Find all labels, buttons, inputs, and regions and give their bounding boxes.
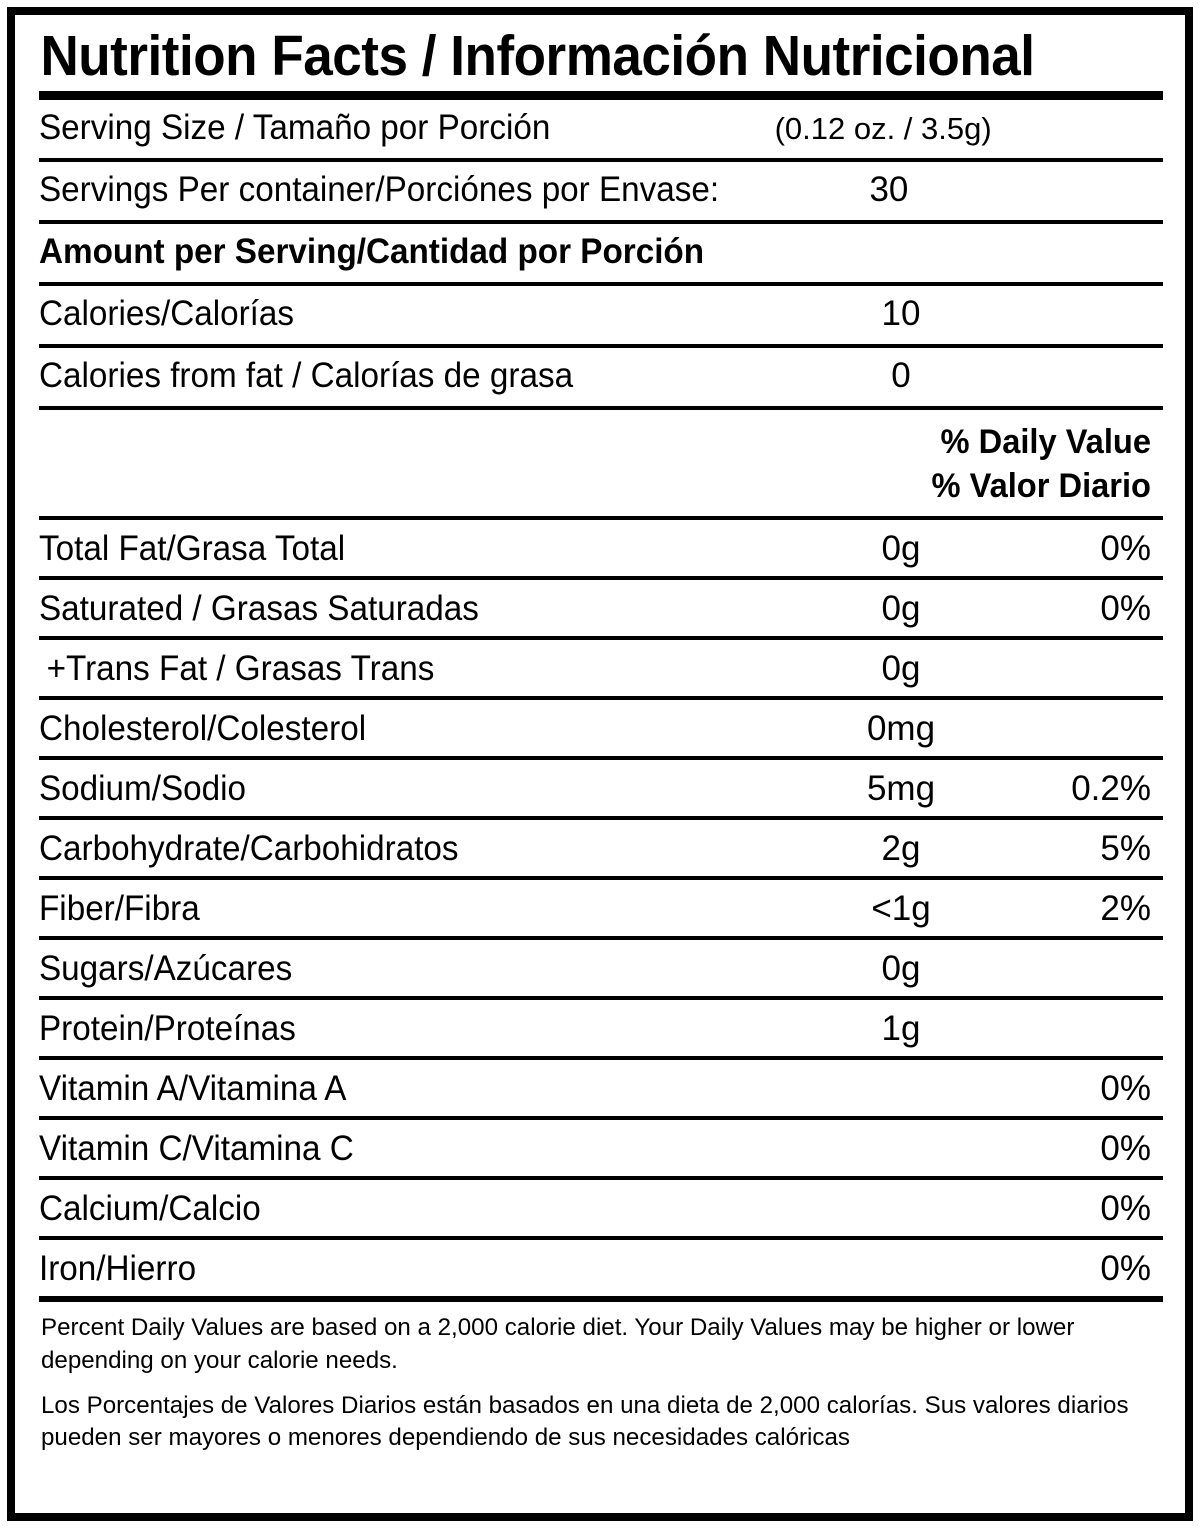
nutrient-row: Protein/Proteínas 1g bbox=[33, 1000, 1167, 1056]
nutrient-dv: 0% bbox=[1100, 528, 1151, 568]
vitamin-dv: 0% bbox=[1100, 1248, 1151, 1288]
nutrient-dv: 0.2% bbox=[1071, 768, 1151, 808]
nutrient-amount: <1g bbox=[871, 888, 931, 928]
nutrient-label: Carbohydrate/Carbohidratos bbox=[39, 828, 459, 868]
nutrient-amount: 1g bbox=[881, 1008, 921, 1048]
nutrient-row: +Trans Fat / Grasas Trans 0g bbox=[33, 640, 1167, 696]
nutrient-row: Sodium/Sodio 5mg 0.2% bbox=[33, 760, 1167, 816]
daily-value-divider bbox=[39, 516, 1163, 521]
vitamin-dv: 0% bbox=[1100, 1188, 1151, 1228]
page-title: Nutrition Facts / Información Nutriciona… bbox=[40, 24, 1035, 88]
amount-per-serving-row: Amount per Serving/Cantidad por Porción bbox=[33, 224, 1167, 282]
calories-value: 10 bbox=[881, 294, 921, 333]
row-divider bbox=[39, 576, 1163, 581]
row-divider bbox=[39, 1056, 1163, 1061]
calories-from-fat-label: Calories from fat / Calorías de grasa bbox=[39, 356, 574, 395]
vitamin-label: Calcium/Calcio bbox=[39, 1188, 261, 1228]
label-frame: Nutrition Facts / Información Nutriciona… bbox=[7, 7, 1193, 1521]
vitamin-dv: 0% bbox=[1100, 1128, 1151, 1168]
nutrient-row: Carbohydrate/Carbohidratos 2g 5% bbox=[33, 820, 1167, 876]
row-divider bbox=[39, 696, 1163, 701]
nutrient-label: Total Fat/Grasa Total bbox=[39, 528, 346, 568]
row-divider bbox=[39, 756, 1163, 761]
calories-row: Calories/Calorías 10 bbox=[33, 286, 1167, 344]
nutrient-label: Sugars/Azúcares bbox=[39, 948, 293, 988]
calories-from-fat-row: Calories from fat / Calorías de grasa 0 bbox=[33, 348, 1167, 406]
daily-value-header: % Daily Value % Valor Diario bbox=[33, 410, 1167, 516]
calories-from-fat-value: 0 bbox=[891, 356, 911, 395]
vitamin-row: Calcium/Calcio 0% bbox=[33, 1180, 1167, 1236]
daily-value-header-english: % Daily Value bbox=[940, 423, 1151, 461]
title-divider bbox=[39, 91, 1163, 100]
calories-from-fat-divider bbox=[39, 406, 1163, 410]
nutrient-label: Fiber/Fibra bbox=[39, 888, 200, 928]
footnote: Percent Daily Values are based on a 2,00… bbox=[33, 1302, 1167, 1513]
servings-per-container-value: 30 bbox=[869, 170, 909, 209]
serving-size-row: Serving Size / Tamaño por Porción (0.12 … bbox=[33, 100, 1167, 158]
nutrient-row: Fiber/Fibra <1g 2% bbox=[33, 880, 1167, 936]
row-divider bbox=[39, 816, 1163, 821]
vitamin-row: Vitamin A/Vitamina A 0% bbox=[33, 1060, 1167, 1116]
footnote-divider bbox=[39, 1296, 1163, 1303]
row-divider bbox=[39, 936, 1163, 941]
nutrient-amount: 0g bbox=[881, 528, 921, 568]
serving-size-value: (0.12 oz. / 3.5g) bbox=[774, 111, 992, 146]
nutrient-row: Total Fat/Grasa Total 0g 0% bbox=[33, 520, 1167, 576]
nutrient-amount: 5mg bbox=[866, 768, 936, 808]
nutrient-row: Sugars/Azúcares 0g bbox=[33, 940, 1167, 996]
vitamin-label: Iron/Hierro bbox=[39, 1248, 197, 1288]
nutrient-dv: 5% bbox=[1100, 828, 1151, 868]
nutrient-label: Protein/Proteínas bbox=[39, 1008, 296, 1048]
row-divider bbox=[39, 636, 1163, 641]
vitamin-row: Vitamin C/Vitamina C 0% bbox=[33, 1120, 1167, 1176]
row-divider bbox=[39, 996, 1163, 1001]
serving-size-divider bbox=[39, 158, 1163, 162]
nutrient-dv: 2% bbox=[1100, 888, 1151, 928]
serving-size-label: Serving Size / Tamaño por Porción bbox=[39, 108, 551, 147]
vitamin-dv: 0% bbox=[1100, 1068, 1151, 1108]
daily-value-header-spanish: % Valor Diario bbox=[931, 467, 1151, 506]
row-divider bbox=[39, 876, 1163, 881]
calories-label: Calories/Calorías bbox=[39, 294, 295, 333]
amount-per-serving-divider bbox=[39, 282, 1163, 286]
row-divider bbox=[39, 1176, 1163, 1181]
nutrient-amount: 0g bbox=[881, 648, 921, 688]
servings-per-container-row: Servings Per container/Porciónes por Env… bbox=[33, 162, 1167, 220]
vitamin-label: Vitamin A/Vitamina A bbox=[39, 1068, 347, 1108]
nutrient-amount: 2g bbox=[881, 828, 921, 868]
row-divider bbox=[39, 1116, 1163, 1121]
nutrient-dv: 0% bbox=[1100, 588, 1151, 628]
nutrient-amount: 0g bbox=[881, 588, 921, 628]
nutrient-row: Saturated / Grasas Saturadas 0g 0% bbox=[33, 580, 1167, 636]
nutrient-label: Sodium/Sodio bbox=[39, 768, 247, 808]
footnote-spanish: Los Porcentajes de Valores Diarios están… bbox=[41, 1391, 1129, 1452]
nutrient-label: +Trans Fat / Grasas Trans bbox=[46, 648, 435, 688]
servings-per-container-label: Servings Per container/Porciónes por Env… bbox=[39, 170, 720, 209]
row-divider bbox=[39, 1236, 1163, 1241]
nutrient-amount: 0mg bbox=[866, 708, 936, 748]
nutrient-row: Cholesterol/Colesterol 0mg bbox=[33, 700, 1167, 756]
nutrient-label: Cholesterol/Colesterol bbox=[39, 708, 367, 748]
vitamin-row: Iron/Hierro 0% bbox=[33, 1240, 1167, 1296]
calories-divider bbox=[39, 344, 1163, 348]
servings-divider bbox=[39, 220, 1163, 224]
footnote-english: Percent Daily Values are based on a 2,00… bbox=[41, 1314, 1075, 1374]
vitamin-label: Vitamin C/Vitamina C bbox=[39, 1128, 354, 1168]
nutrient-label: Saturated / Grasas Saturadas bbox=[39, 588, 479, 628]
nutrient-amount: 0g bbox=[881, 948, 921, 988]
amount-per-serving-heading: Amount per Serving/Cantidad por Porción bbox=[39, 232, 705, 271]
